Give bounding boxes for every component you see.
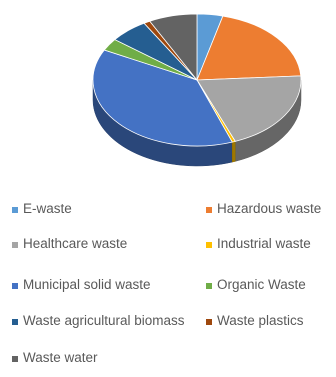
legend-swatch xyxy=(206,319,212,325)
legend-item-waste-water: Waste water xyxy=(12,350,98,365)
legend-item-hazardous-waste: Hazardous waste xyxy=(206,201,321,216)
legend-label: Waste agricultural biomass xyxy=(23,313,185,328)
legend-label: Hazardous waste xyxy=(217,201,321,216)
pie-plot-area xyxy=(92,13,302,167)
legend-swatch xyxy=(206,242,212,248)
legend-swatch xyxy=(12,283,18,289)
legend-item-waste-plastics: Waste plastics xyxy=(206,313,304,328)
legend-swatch xyxy=(12,207,18,213)
pie-slice-municipal-solid-waste xyxy=(92,49,233,147)
legend-swatch xyxy=(12,319,18,325)
legend-label: Industrial waste xyxy=(217,236,311,251)
legend-label: Waste plastics xyxy=(217,313,304,328)
legend-label: Organic Waste xyxy=(217,277,306,292)
legend-swatch xyxy=(206,207,212,213)
legend-item-industrial-waste: Industrial waste xyxy=(206,236,311,251)
legend-swatch xyxy=(12,356,18,362)
pie-slice-side-3 xyxy=(231,141,236,163)
legend-label: Healthcare waste xyxy=(23,236,127,251)
legend-label: Waste water xyxy=(23,350,98,365)
legend-item-healthcare-waste: Healthcare waste xyxy=(12,236,127,251)
legend-item-organic-waste: Organic Waste xyxy=(206,277,306,292)
legend-item-municipal-solid-waste: Municipal solid waste xyxy=(12,277,151,292)
legend-label: Municipal solid waste xyxy=(23,277,151,292)
pie-slice-waste-water xyxy=(149,13,198,82)
legend-item-e-waste: E-waste xyxy=(12,201,72,216)
legend-label: E-waste xyxy=(23,201,72,216)
pie-slice-healthcare-waste xyxy=(196,75,302,142)
chart-legend: E-waste Hazardous waste Healthcare waste In… xyxy=(12,201,321,365)
legend-item-waste-agricultural-biomass: Waste agricultural biomass xyxy=(12,313,185,328)
legend-swatch xyxy=(12,242,18,248)
legend-swatch xyxy=(206,283,212,289)
pie-slice-hazardous-waste xyxy=(196,15,302,81)
